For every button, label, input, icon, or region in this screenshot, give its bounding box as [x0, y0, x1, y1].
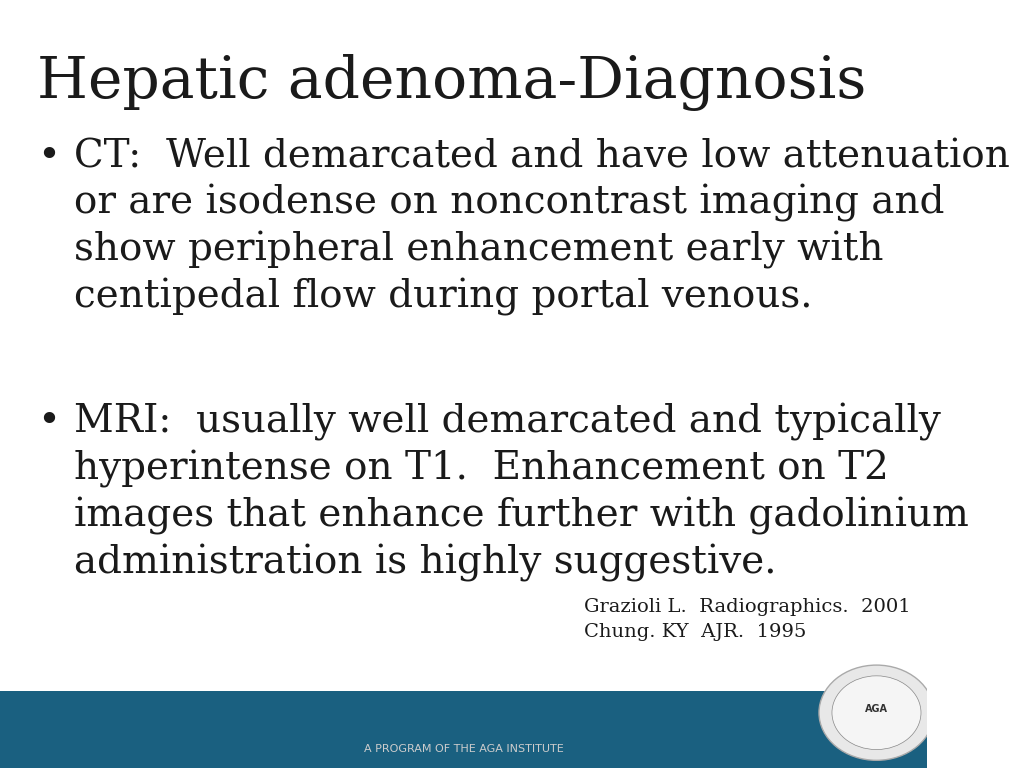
FancyBboxPatch shape	[0, 691, 928, 768]
Text: A PROGRAM OF THE AGA INSTITUTE: A PROGRAM OF THE AGA INSTITUTE	[364, 744, 563, 754]
Text: •: •	[37, 403, 60, 440]
Circle shape	[819, 665, 934, 760]
Text: •: •	[37, 138, 60, 175]
Text: CT:  Well demarcated and have low attenuation or are isodense on noncontrast ima: CT: Well demarcated and have low attenua…	[74, 138, 1010, 316]
Text: Hepatic adenoma-Diagnosis: Hepatic adenoma-Diagnosis	[37, 54, 866, 111]
Text: MRI:  usually well demarcated and typically hyperintense on T1.  Enhancement on : MRI: usually well demarcated and typical…	[74, 403, 969, 581]
Text: Grazioli L.  Radiographics.  2001
Chung. KY  AJR.  1995: Grazioli L. Radiographics. 2001 Chung. K…	[585, 598, 911, 641]
Text: AGA: AGA	[865, 703, 888, 714]
Circle shape	[831, 676, 921, 750]
